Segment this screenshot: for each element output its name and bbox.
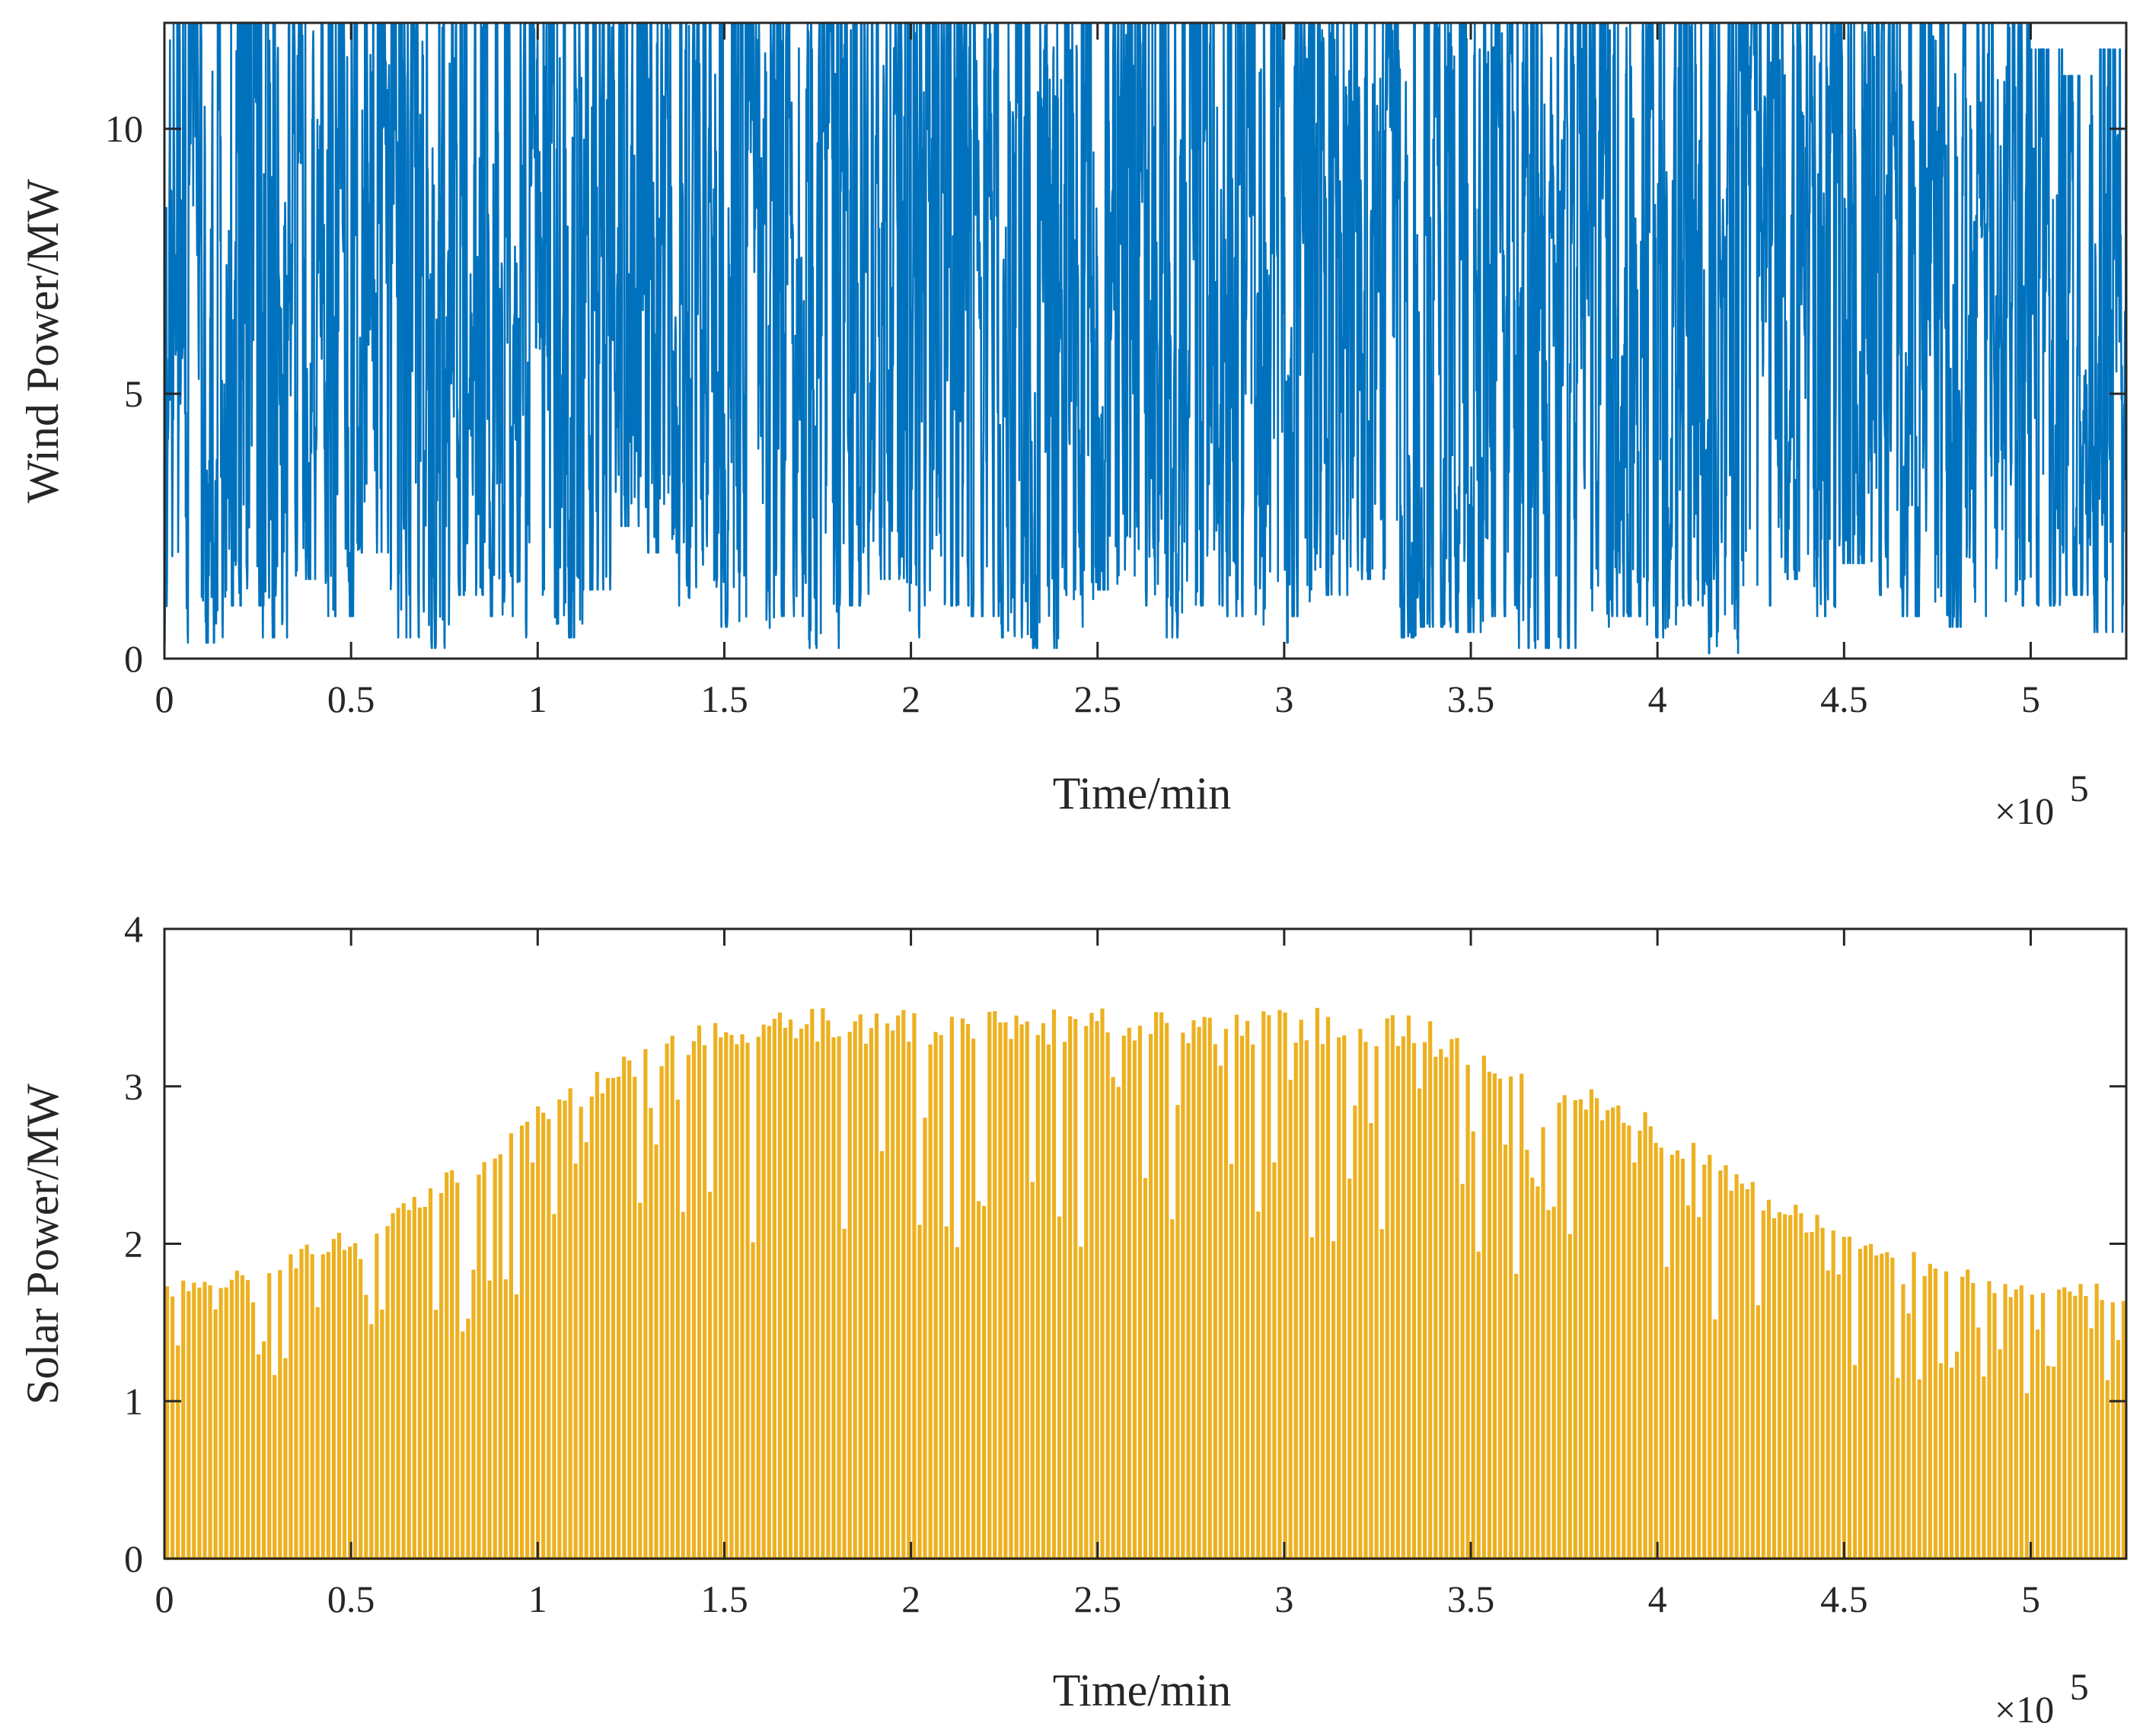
solar-x-exponent: ×10 5 xyxy=(1995,1665,2089,1731)
solar-xtick-label: 2.5 xyxy=(1073,1578,1121,1620)
solar-xtick-label: 3 xyxy=(1274,1578,1293,1620)
wind-ytick-label: 0 xyxy=(124,637,143,680)
wind-xtick-label: 2 xyxy=(901,678,920,720)
solar-ytick-label: 4 xyxy=(124,908,143,950)
wind-xtick-label: 2.5 xyxy=(1073,678,1121,720)
wind-axes: 0 0.5 1 1.5 2 2.5 3 3.5 4 4.5 5 0 5 10 xyxy=(105,23,2126,720)
solar-xtick-label: 5 xyxy=(2021,1578,2040,1620)
wind-ylabel: Wind Power/MW xyxy=(18,179,68,503)
wind-xtick-label: 3 xyxy=(1274,678,1293,720)
wind-plot-frame xyxy=(163,21,2128,660)
solar-x-exponent-power: 5 xyxy=(2070,1665,2089,1708)
wind-xtick-label: 5 xyxy=(2021,678,2040,720)
wind-xtick-label: 1 xyxy=(528,678,547,720)
solar-power-bars xyxy=(164,1007,2126,1559)
solar-power-series xyxy=(164,1007,2126,1560)
solar-xtick-label: 3.5 xyxy=(1447,1578,1495,1620)
solar-xtick-label: 0.5 xyxy=(327,1578,375,1620)
solar-ytick-label: 0 xyxy=(124,1537,143,1580)
solar-ylabel: Solar Power/MW xyxy=(18,1083,68,1405)
solar-ytick-label: 1 xyxy=(124,1380,143,1422)
wind-ytick-label: 10 xyxy=(105,107,143,150)
solar-xtick-label: 1 xyxy=(528,1578,547,1620)
wind-xtick-label: 3.5 xyxy=(1447,678,1495,720)
wind-xtick-label: 0.5 xyxy=(327,678,375,720)
wind-xlabel: Time/min xyxy=(1053,768,1232,819)
solar-xtick-label: 4.5 xyxy=(1820,1578,1868,1620)
wind-xtick-label: 4 xyxy=(1648,678,1667,720)
solar-xtick-label: 2 xyxy=(901,1578,920,1620)
solar-ytick-label: 2 xyxy=(124,1223,143,1265)
wind-power-line xyxy=(163,21,2127,655)
solar-axes: 0 0.5 1 1.5 2 2.5 3 3.5 4 4.5 5 0 1 2 3 4 xyxy=(124,908,2126,1620)
solar-power-chart: 0 0.5 1 1.5 2 2.5 3 3.5 4 4.5 5 0 1 2 3 4 Solar Power/M… xyxy=(18,908,2128,1731)
wind-power-series xyxy=(163,21,2127,655)
wind-x-exponent-base: ×10 xyxy=(1995,790,2054,832)
solar-x-exponent-base: ×10 xyxy=(1995,1688,2054,1731)
wind-x-exponent: ×10 5 xyxy=(1995,767,2089,832)
wind-xtick-label: 4.5 xyxy=(1820,678,1868,720)
wind-x-exponent-power: 5 xyxy=(2070,767,2089,809)
wind-xtick-label: 1.5 xyxy=(700,678,748,720)
solar-xlabel: Time/min xyxy=(1053,1665,1232,1715)
wind-xtick-label: 0 xyxy=(155,678,174,720)
solar-xtick-label: 0 xyxy=(155,1578,174,1620)
solar-ytick-label: 3 xyxy=(124,1065,143,1108)
solar-xtick-label: 1.5 xyxy=(700,1578,748,1620)
wind-ytick-label: 5 xyxy=(124,372,143,415)
solar-xtick-label: 4 xyxy=(1648,1578,1667,1620)
